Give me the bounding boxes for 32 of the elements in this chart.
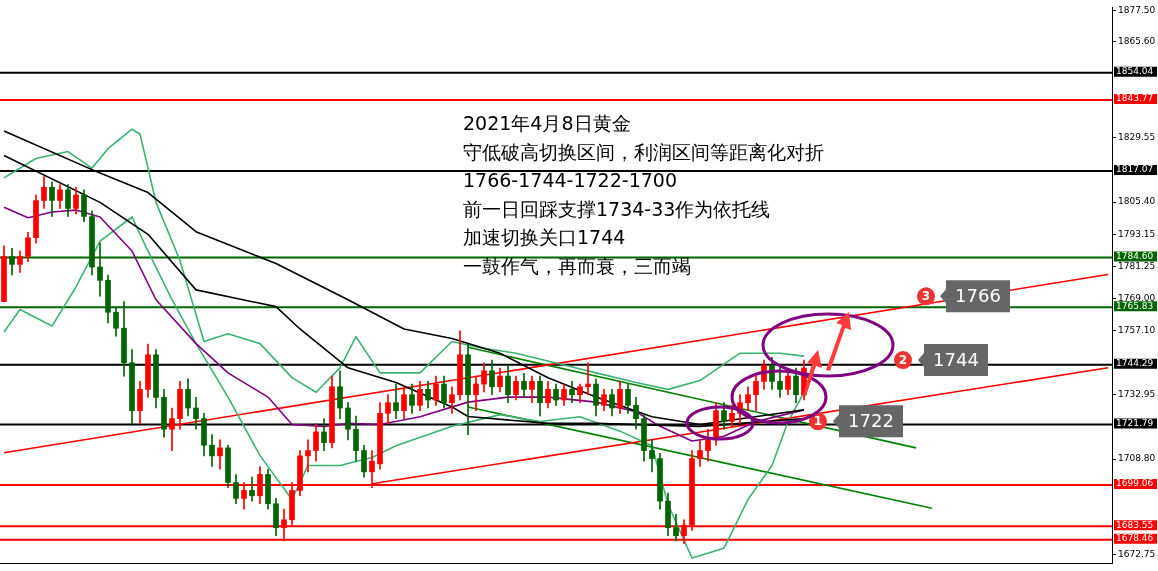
annotation: 一鼓作气，再而衰，三而竭 — [463, 254, 691, 277]
ref-line-label: 1699.06 — [1116, 478, 1154, 489]
annotation: 2 — [898, 353, 908, 368]
y-tick-label: 1829.55 — [1118, 132, 1156, 143]
annotation: 3 — [921, 289, 931, 304]
annotation: 1766 — [955, 284, 1001, 306]
ref-line-label: 1744.29 — [1116, 358, 1154, 368]
ref-line-label: 1843.77 — [1116, 93, 1154, 104]
annotation: 加速切换关口1744 — [463, 226, 626, 249]
annotation: 2021年4月8日黄金 — [463, 111, 631, 134]
y-tick-label: 1781.25 — [1118, 260, 1156, 271]
y-tick-label: 1732.95 — [1118, 389, 1156, 400]
annotation: 1 — [813, 414, 823, 429]
y-tick-label: 1793.15 — [1118, 229, 1156, 240]
ref-line-label: 1854.04 — [1116, 66, 1154, 77]
y-tick-label: 1708.80 — [1118, 453, 1156, 464]
ref-line-label: 1683.55 — [1116, 519, 1154, 530]
annotation: 1722 — [848, 409, 894, 431]
ref-line-label: 1678.46 — [1116, 533, 1154, 544]
y-tick-label: 1805.40 — [1118, 196, 1156, 207]
ref-line-label: 1817.07 — [1116, 164, 1154, 175]
annotation: 1744 — [933, 348, 979, 370]
y-tick-label: 1672.75 — [1118, 549, 1156, 560]
y-tick-label: 1865.60 — [1118, 36, 1156, 47]
annotation: 守低破高切换区间，利润区间等距离化对折 — [463, 140, 824, 163]
annotation: 前一日回踩支撑1734-33作为依托线 — [463, 197, 771, 220]
y-tick-label: 1757.10 — [1118, 324, 1156, 335]
ref-line-label: 1784.60 — [1116, 250, 1154, 261]
ref-line-label: 1721.79 — [1116, 417, 1154, 428]
ref-line-label: 1765.83 — [1116, 300, 1154, 311]
y-tick-label: 1877.50 — [1118, 4, 1156, 15]
annotation: 1766-1744-1722-1700 — [463, 169, 677, 192]
